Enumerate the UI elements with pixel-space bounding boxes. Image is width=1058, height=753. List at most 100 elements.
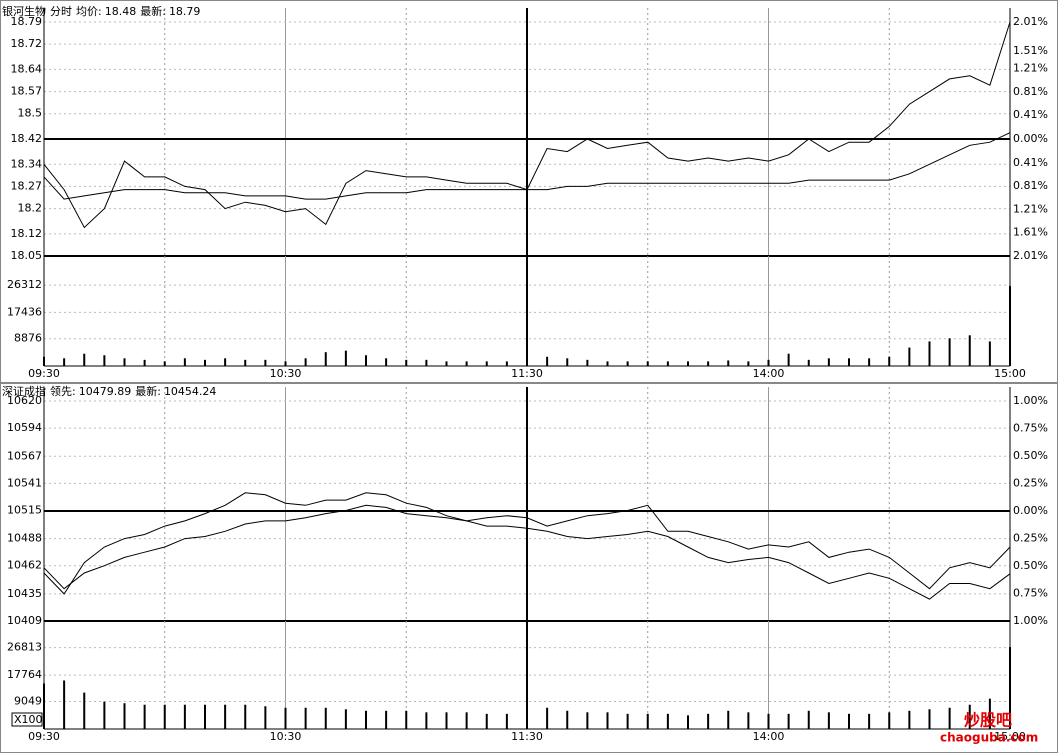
volume-bar xyxy=(204,359,206,366)
x-tick-label: 11:30 xyxy=(511,367,543,380)
volume-bar xyxy=(666,713,669,729)
x-tick-label: 15:00 xyxy=(994,730,1026,743)
volume-bar xyxy=(304,358,307,366)
y2-tick-label: 1.00% xyxy=(1013,614,1048,627)
unit-box xyxy=(11,712,43,727)
y2-tick-label: 1.21% xyxy=(1013,62,1048,75)
volume-bar xyxy=(425,359,428,366)
volume-bar xyxy=(626,713,629,729)
y-tick-label: 18.2 xyxy=(18,202,43,215)
x-tick-label: 09:30 xyxy=(28,367,60,380)
volume-bar xyxy=(888,356,891,366)
volume-bar xyxy=(244,704,247,729)
price-line xyxy=(43,492,1011,595)
volume-bar xyxy=(988,341,991,366)
volume-bar xyxy=(948,338,951,366)
y2-tick-label: 2.01% xyxy=(1013,15,1048,28)
price-line xyxy=(43,504,1011,600)
volume-bar xyxy=(344,709,347,729)
volume-bar xyxy=(687,361,689,366)
x-tick-label: 15:00 xyxy=(994,367,1026,380)
volume-bar xyxy=(123,703,126,729)
y2-tick-label: 0.00% xyxy=(1013,504,1048,517)
avg-label: 领先: xyxy=(50,385,76,398)
volume-bar xyxy=(1009,286,1011,366)
volume-bar xyxy=(888,712,891,729)
volume-bar xyxy=(163,704,166,729)
volume-bar xyxy=(183,358,186,366)
y2-tick-label: 0.75% xyxy=(1013,422,1048,435)
volume-bar xyxy=(727,710,730,729)
y-tick-label: 18.05 xyxy=(11,249,43,262)
last-label: 最新: xyxy=(140,4,166,18)
volume-bar xyxy=(63,680,66,729)
volume-bar xyxy=(666,361,669,366)
avg-value: 18.48 xyxy=(105,5,137,18)
volume-bar xyxy=(224,358,227,366)
volume-bar xyxy=(244,359,247,366)
price-line xyxy=(43,132,1011,200)
volume-bar xyxy=(405,359,408,366)
y2-tick-label: 0.50% xyxy=(1013,559,1048,572)
volume-bar xyxy=(224,704,227,729)
volume-bar xyxy=(968,704,971,729)
volume-bar xyxy=(264,706,267,729)
watermark-site: chaoguba.com xyxy=(940,731,1038,745)
volume-bar xyxy=(304,707,307,729)
y-tick-label: 10488 xyxy=(7,532,42,545)
y-tick-label: 10462 xyxy=(7,559,42,572)
avg-value: 10479.89 xyxy=(79,385,132,398)
y-tick-label: 10435 xyxy=(7,587,42,600)
y2-tick-label: 0.41% xyxy=(1013,108,1048,121)
x-tick-label: 10:30 xyxy=(270,730,302,743)
y-tick-label: 10594 xyxy=(7,421,42,434)
volume-bar xyxy=(83,692,86,729)
y2-tick-label: 1.21% xyxy=(1013,202,1048,215)
volume-bar xyxy=(505,361,508,366)
volume-bar xyxy=(324,352,327,366)
y2-tick-label: 0.25% xyxy=(1013,477,1048,490)
volume-bar xyxy=(365,355,367,366)
y-tick-label: 18.34 xyxy=(11,157,43,170)
y2-tick-label: 0.41% xyxy=(1013,156,1048,169)
title: 银河生物 xyxy=(2,4,46,18)
volume-bar xyxy=(767,713,770,729)
y2-tick-label: 0.75% xyxy=(1013,587,1048,600)
y2-tick-label: 0.00% xyxy=(1013,132,1048,145)
volume-bar xyxy=(827,712,830,729)
volume-bar xyxy=(103,355,106,366)
volume-bar xyxy=(445,361,448,366)
y-tick-label: 10409 xyxy=(7,614,42,627)
y2-tick-label: 2.01% xyxy=(1013,249,1048,262)
volume-bar xyxy=(848,358,850,366)
volume-bar xyxy=(566,710,569,729)
volume-bar xyxy=(63,358,66,366)
chart-title: 深证成指 领先: 10479.89 最新: 10454.24 xyxy=(2,384,216,398)
volume-bar xyxy=(465,361,468,366)
volume-bar xyxy=(606,361,609,366)
y-tick-label: 18.42 xyxy=(11,132,43,145)
volume-bar xyxy=(868,713,871,729)
volume-bar xyxy=(546,707,549,729)
volume-bar xyxy=(586,712,589,729)
y2-tick-label: 1.00% xyxy=(1013,394,1048,407)
volume-bar xyxy=(1009,647,1011,729)
volume-bar xyxy=(163,361,166,366)
y2-tick-label: 0.81% xyxy=(1013,85,1048,98)
y2-tick-label: 1.61% xyxy=(1013,226,1048,239)
last-value: 18.79 xyxy=(169,5,201,18)
volume-bar xyxy=(787,353,790,366)
volume-bar xyxy=(968,335,971,366)
volume-bar xyxy=(43,683,45,729)
volume-bar xyxy=(908,710,911,729)
volume-bar xyxy=(988,698,991,729)
avg-label: 均价: xyxy=(76,5,102,18)
volume-bar xyxy=(385,358,388,366)
volume-bar xyxy=(526,713,528,729)
volume-bar xyxy=(505,713,508,729)
volume-bar xyxy=(868,358,871,366)
x-tick-label: 10:30 xyxy=(270,367,302,380)
volume-bar xyxy=(324,707,327,729)
x-tick-label: 14:00 xyxy=(753,730,785,743)
